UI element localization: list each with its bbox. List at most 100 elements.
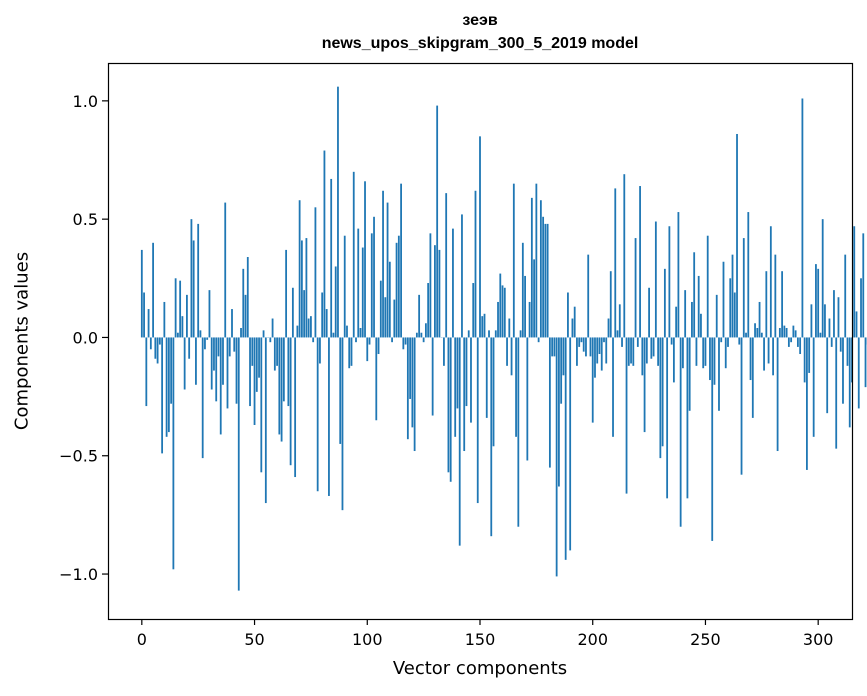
bar-291 — [796, 337, 799, 347]
bar-202 — [596, 337, 599, 364]
bar-296 — [808, 337, 811, 373]
bar-88 — [339, 337, 342, 444]
bar-80 — [321, 292, 324, 338]
bar-304 — [826, 337, 829, 414]
bar-256 — [718, 337, 720, 411]
bar-249 — [702, 337, 705, 369]
bar-129 — [431, 337, 434, 416]
bar-142 — [461, 214, 463, 338]
bar-157 — [494, 330, 497, 338]
bar-130 — [434, 245, 436, 338]
bar-299 — [815, 264, 817, 338]
bar-64 — [285, 249, 288, 338]
bar-48 — [249, 337, 251, 407]
bar-36 — [222, 337, 224, 385]
bar-21 — [188, 337, 191, 359]
bar-119 — [409, 337, 412, 399]
bar-24 — [195, 337, 197, 385]
bar-89 — [341, 337, 344, 511]
bar-17 — [179, 280, 182, 338]
bar-259 — [724, 337, 727, 369]
bar-161 — [503, 287, 506, 338]
bar-66 — [289, 337, 292, 466]
bar-92 — [348, 337, 351, 369]
bar-46 — [244, 294, 247, 338]
bar-266 — [740, 337, 743, 475]
bar-206 — [605, 337, 608, 364]
bar-14 — [172, 337, 175, 570]
bar-178 — [542, 216, 545, 338]
bar-279 — [769, 226, 772, 338]
bar-313 — [846, 337, 849, 366]
bar-183 — [553, 337, 556, 357]
y-tick-label: −1.0 — [59, 565, 98, 584]
bar-235 — [670, 337, 673, 345]
bar-261 — [729, 278, 732, 338]
bar-216 — [627, 337, 630, 366]
bar-290 — [794, 330, 797, 338]
bar-295 — [806, 337, 808, 470]
bar-317 — [855, 311, 858, 338]
bar-101 — [368, 337, 371, 345]
bar-78 — [316, 337, 319, 492]
bar-97 — [359, 327, 362, 338]
bar-298 — [812, 337, 815, 437]
bar-22 — [190, 219, 193, 338]
bar-85 — [332, 332, 335, 338]
bar-54 — [262, 330, 265, 338]
bar-65 — [287, 337, 290, 407]
bar-169 — [521, 242, 524, 338]
y-axis-ticks: −1.0 −0.5 0.0 0.5 1.0 — [59, 92, 108, 584]
bar-57 — [269, 337, 272, 343]
x-tick-label: 0 — [137, 630, 147, 649]
bar-126 — [424, 323, 427, 338]
x-tick-label: 100 — [352, 630, 383, 649]
bar-244 — [691, 301, 693, 338]
bar-232 — [663, 268, 666, 338]
bar-176 — [537, 337, 540, 343]
bar-105 — [377, 337, 380, 355]
bar-137 — [449, 337, 452, 482]
bar-93 — [350, 337, 353, 366]
y-axis-label: Components values — [11, 251, 33, 431]
bar-197 — [585, 337, 587, 357]
bar-225 — [648, 287, 650, 338]
bar-294 — [803, 337, 806, 383]
bar-75 — [310, 316, 312, 338]
bar-284 — [781, 271, 784, 338]
bar-219 — [634, 238, 637, 338]
bar-267 — [742, 238, 745, 338]
bar-153 — [485, 337, 488, 418]
bar-2 — [145, 337, 148, 407]
bar-10 — [163, 301, 166, 338]
bar-309 — [837, 297, 840, 338]
bar-37 — [224, 202, 227, 338]
y-tick-label: 1.0 — [73, 92, 98, 111]
bar-13 — [170, 337, 173, 404]
bar-189 — [567, 292, 569, 338]
bar-50 — [253, 337, 256, 425]
bar-175 — [535, 183, 538, 338]
bar-30 — [208, 290, 211, 338]
bar-145 — [467, 330, 470, 338]
bar-102 — [370, 233, 373, 338]
bar-31 — [210, 337, 213, 390]
bar-292 — [799, 337, 802, 355]
bar-91 — [346, 325, 348, 338]
bar-278 — [767, 337, 770, 364]
bar-45 — [242, 268, 245, 338]
bar-167 — [517, 337, 520, 527]
bar-111 — [391, 337, 393, 343]
bar-55 — [264, 337, 267, 504]
bar-233 — [666, 337, 669, 499]
bar-131 — [436, 105, 439, 338]
bar-195 — [580, 337, 583, 343]
bar-171 — [526, 337, 529, 461]
bar-281 — [774, 254, 777, 338]
bar-106 — [379, 280, 382, 338]
bar-213 — [621, 337, 623, 347]
x-axis-label: Vector components — [392, 658, 568, 679]
bar-136 — [447, 337, 450, 473]
bar-155 — [490, 337, 493, 537]
x-tick-label: 200 — [577, 630, 608, 649]
